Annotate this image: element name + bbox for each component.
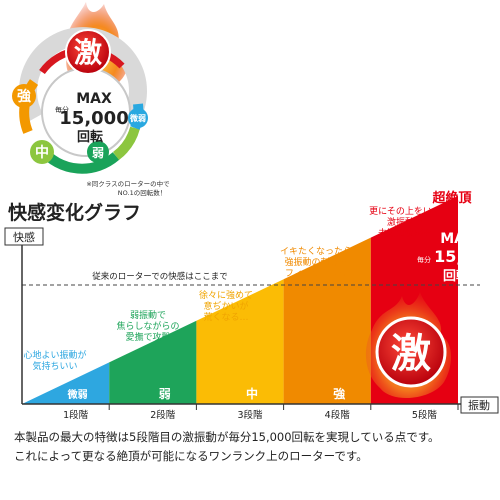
max-badge: 激: [375, 316, 447, 388]
description-line-1: 本製品の最大の特徴は5段階目の激振動が毎分15,000回転を実現している点です。: [14, 430, 440, 444]
annotation-2-line-2: 焦らしながらの: [116, 320, 179, 332]
stage-label-3: 中: [246, 386, 258, 401]
svg-text:弱: 弱: [92, 145, 104, 160]
y-axis-label-box: [4, 227, 44, 246]
annotation-1-line-2: 気持ちいい: [32, 360, 77, 372]
annotation-4-line-2: 強振動の刺激で: [284, 256, 347, 268]
annotation-5-line-1: 更にその上をいく: [369, 206, 441, 217]
svg-text:中: 中: [35, 144, 49, 161]
stage-area-4: [283, 237, 371, 404]
threshold-label: 従来のローターでの快感はここまで: [92, 271, 228, 282]
meter-max-label: MAX: [76, 91, 112, 107]
rpm-meter: 強 中 弱 微弱 激 MAX 毎分 15,000 回転 ※同クラスのローターの中…: [12, 2, 170, 197]
x-axis-label: 振動: [468, 398, 490, 412]
peak-rpm-value: 15,000: [434, 247, 496, 266]
annotation-5-line-2: 激振動で: [387, 216, 423, 228]
stage-area-3: [196, 279, 284, 404]
level-bubble-very-weak: 微弱: [128, 108, 148, 128]
annotation-1-line-1: 心地よい振動が: [23, 349, 86, 361]
svg-text:微弱: 微弱: [129, 113, 146, 123]
annotation-2-line-3: 愛撫で攻撃: [125, 331, 170, 343]
stage-label-2: 弱: [159, 386, 171, 401]
peak-rpm-unit: 回転: [443, 268, 469, 284]
meter-rpm-value: 15,000: [59, 108, 128, 129]
x-tick-label-2: 2段階: [150, 409, 176, 421]
annotation-4-line-1: イキたくなったら: [280, 246, 352, 257]
y-axis-label: 快感: [13, 231, 35, 244]
stage-label-1: 微弱: [67, 388, 88, 401]
description-line-2: これによって更なる絶頂が可能になるワンランク上のローターです。: [14, 449, 368, 463]
meter-per-minute-text: 毎分: [55, 105, 69, 114]
x-axis-label-box: [460, 396, 499, 414]
chart-title: 快感変化グラフ: [8, 201, 141, 224]
meter-footnote-2: NO.1の回転数！: [118, 188, 166, 197]
peak-per-minute: 毎分: [417, 255, 431, 264]
svg-text:激: 激: [74, 36, 102, 69]
annotation-2-line-1: 弱振動で: [130, 309, 166, 321]
stage-area-1: [22, 362, 110, 404]
annotation-5-line-3: 未知の快感を: [378, 227, 432, 239]
meter-footnote-1: ※同クラスのローターの中で: [86, 179, 170, 188]
stage-label-4: 強: [333, 386, 345, 401]
stage-area-2: [109, 320, 197, 404]
x-tick-label-5: 5段階: [412, 409, 438, 421]
level-bubble-weak: 弱: [87, 141, 109, 163]
level-bubble-strong: 強: [12, 84, 36, 108]
meter-rpm-unit: 回転: [77, 129, 103, 145]
x-tick-label-1: 1段階: [63, 409, 89, 421]
product-description: 本製品の最大の特徴は5段階目の激振動が毎分15,000回転を実現している点です。…: [14, 428, 490, 466]
svg-text:強: 強: [17, 88, 31, 105]
annotation-3-line-2: 意ぢかいが: [203, 300, 248, 312]
x-tick-label-4: 4段階: [325, 409, 351, 421]
meter-ring-lime: [112, 126, 140, 160]
annotation-3-line-3: 荒くなる…: [203, 312, 248, 323]
annotation-4-line-3: フィニッシュ!?: [285, 269, 347, 279]
max-badge-label: 激: [391, 331, 431, 377]
x-tick-label-3: 3段階: [237, 409, 263, 421]
peak-label: 超絶頂: [432, 190, 472, 206]
peak-max-label: MAX: [440, 231, 476, 247]
level-bubble-medium: 中: [30, 140, 54, 164]
annotation-3-line-1: 徐々に強めて: [199, 289, 253, 301]
level-bubble-max: 激: [65, 29, 111, 75]
